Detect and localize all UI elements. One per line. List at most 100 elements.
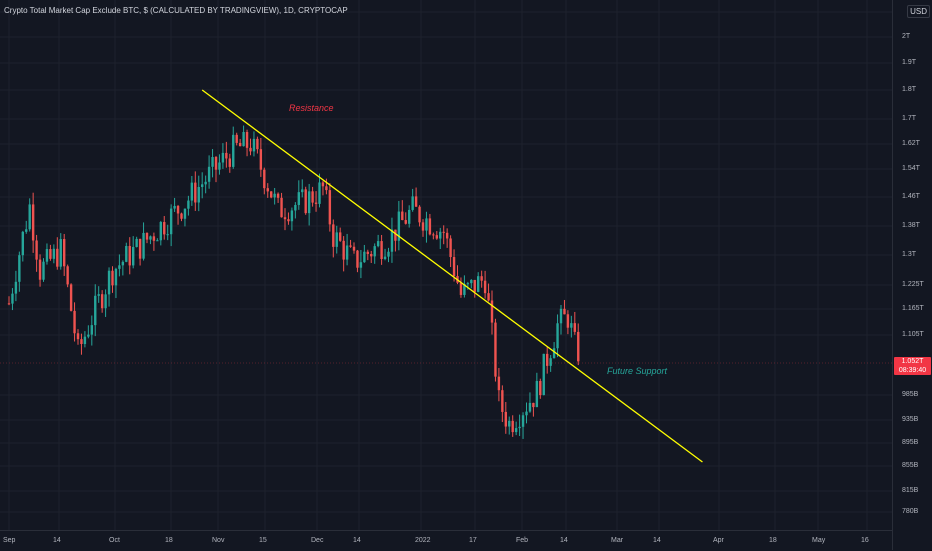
candle-body	[173, 205, 176, 209]
time-tick-label: 15	[259, 537, 267, 544]
candle-body	[556, 323, 559, 349]
candle-body	[138, 238, 142, 259]
candle-body	[256, 138, 259, 150]
candle-body	[121, 261, 125, 266]
candle-body	[218, 162, 221, 170]
candle-body	[328, 190, 332, 225]
candle-body	[356, 250, 359, 268]
candle-body	[504, 411, 507, 427]
candle-body	[408, 209, 411, 224]
candle-body	[114, 268, 118, 286]
candle-body	[383, 256, 387, 260]
candle-body	[466, 283, 470, 285]
candle-body	[342, 240, 345, 260]
candle-body	[49, 249, 52, 259]
price-tick-label: 895B	[902, 439, 919, 446]
candle-body	[63, 239, 66, 267]
candle-body	[414, 196, 418, 207]
candle-body	[307, 191, 311, 214]
candle-body	[163, 222, 166, 235]
candle-body	[363, 251, 366, 263]
candle-body	[525, 411, 528, 416]
candle-body	[211, 156, 214, 167]
candle-body	[301, 189, 304, 193]
chart-plot[interactable]	[0, 0, 892, 530]
candle-body	[552, 348, 556, 359]
candle-body	[35, 240, 38, 260]
price-tick-label: 1.225T	[902, 281, 924, 288]
candle-body	[238, 142, 242, 147]
candle-body	[25, 229, 28, 232]
candle-body	[76, 333, 80, 340]
candle-body	[418, 206, 421, 223]
candle-body	[463, 284, 466, 295]
candle-body	[314, 202, 318, 204]
candle-body	[176, 205, 180, 214]
candle-body	[194, 182, 197, 203]
candle-body	[359, 262, 363, 268]
time-tick-label: Mar	[611, 537, 624, 544]
time-tick-label: Oct	[109, 537, 120, 544]
candle-body	[521, 415, 525, 427]
candle-body	[376, 241, 380, 247]
price-tick-label: 1.62T	[902, 140, 920, 147]
candle-body	[204, 181, 207, 185]
candle-body	[45, 249, 49, 262]
candle-body	[104, 294, 107, 309]
chart-area[interactable]: Crypto Total Market Cap Exclude BTC, $ (…	[0, 0, 892, 530]
candle-body	[235, 134, 238, 143]
future-support-annotation: Future Support	[607, 366, 668, 376]
candle-body	[459, 282, 463, 295]
candle-body	[287, 219, 290, 222]
candle-body	[401, 211, 404, 221]
time-tick-label: 18	[165, 537, 173, 544]
candle-body	[573, 323, 576, 332]
candle-body	[111, 270, 114, 286]
candle-body	[490, 300, 494, 323]
time-tick-label: 18	[769, 537, 777, 544]
candle-body	[532, 402, 535, 408]
candle-body	[7, 303, 11, 305]
candle-body	[266, 188, 269, 192]
candle-body	[201, 184, 204, 187]
candle-body	[539, 380, 542, 396]
candle-body	[349, 245, 352, 247]
time-tick-label: 14	[560, 537, 568, 544]
candle-body	[439, 231, 442, 239]
candle-body	[280, 197, 283, 218]
candle-body	[31, 204, 35, 241]
candle-body	[197, 186, 200, 203]
candle-body	[514, 428, 518, 433]
candle-body	[100, 294, 104, 309]
candle-body	[135, 238, 138, 247]
candle-body	[563, 308, 566, 315]
price-tick-label: 1.38T	[902, 222, 920, 229]
time-tick-label: 14	[53, 537, 61, 544]
candle-body	[394, 229, 397, 241]
candle-body	[125, 246, 128, 262]
candle-body	[249, 147, 252, 152]
candle-body	[570, 323, 573, 328]
time-axis[interactable]: Sep 14 Oct 18 Nov 15 Dec 14 2022 17 Feb 14 Mar 14 Apr 1…	[0, 530, 892, 551]
candle-body	[232, 134, 235, 167]
candle-body	[21, 231, 24, 256]
price-axis[interactable]: USD 2T 1.9T 1.8T 1.7T 1.62T 1.54T 1.46T 1.38T 1.…	[892, 0, 932, 550]
candle-body	[559, 308, 563, 324]
price-tick-label: 985B	[902, 391, 919, 398]
candle-body	[183, 208, 187, 219]
time-tick-label: Sep	[3, 537, 16, 544]
candle-body	[345, 245, 349, 260]
candle-body	[90, 325, 93, 335]
candle-body	[132, 246, 135, 266]
candle-body	[535, 380, 539, 408]
currency-button[interactable]: USD	[907, 5, 930, 18]
candle-body	[118, 265, 121, 269]
candle-body	[483, 280, 487, 294]
candle-body	[542, 353, 545, 396]
candle-body	[190, 182, 194, 201]
trendline[interactable]	[201, 89, 703, 463]
candle-body	[577, 331, 580, 362]
candle-body	[442, 231, 445, 233]
candle-body	[397, 211, 401, 241]
time-tick-label: Nov	[212, 537, 225, 544]
